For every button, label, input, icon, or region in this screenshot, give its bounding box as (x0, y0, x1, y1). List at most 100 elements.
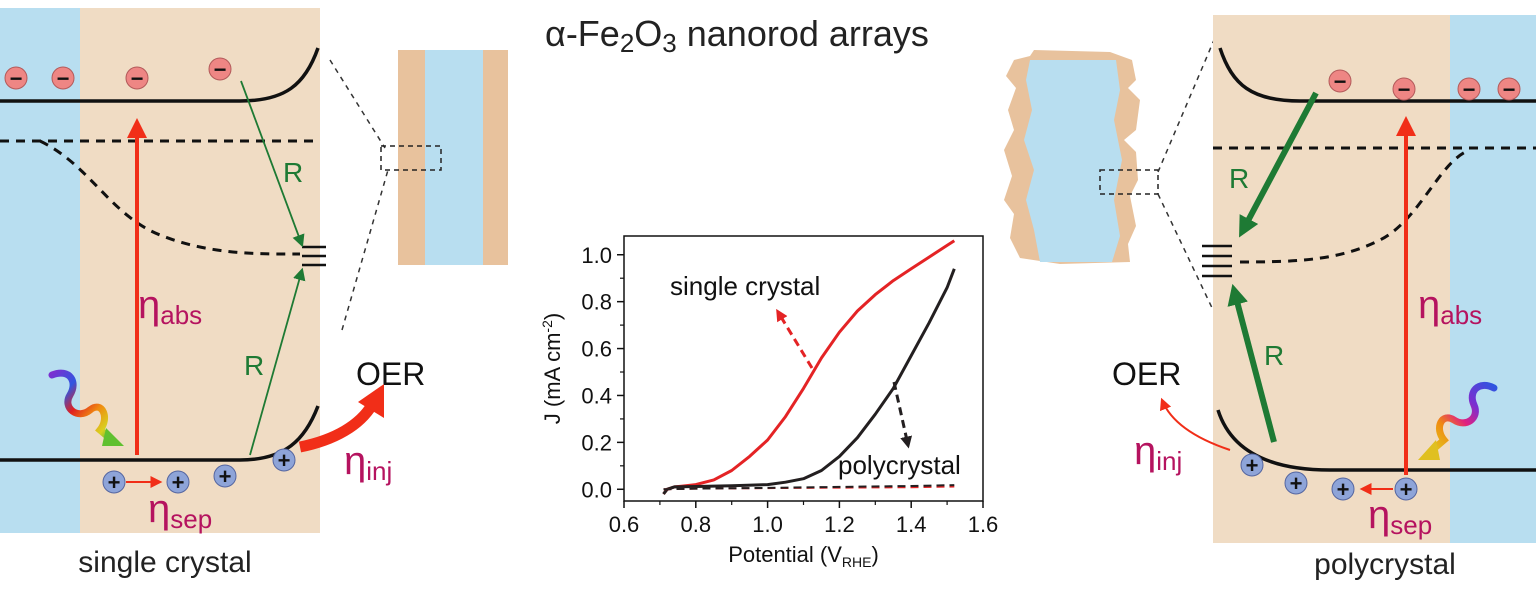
right-eta-sep: ηsep (1368, 493, 1432, 540)
svg-text:+: + (1337, 477, 1350, 502)
svg-text:+: + (219, 464, 232, 489)
left-zoom-lines (329, 59, 389, 331)
left-eta-abs: ηabs (138, 283, 202, 330)
annotation-polycrystal: polycrystal (838, 450, 961, 480)
y-tick-label: 0.6 (581, 337, 612, 362)
svg-text:−: − (1398, 77, 1411, 102)
left-electrolyte-region (0, 8, 80, 533)
svg-text:−: − (57, 66, 70, 91)
right-band-diagram: − − − − + + + + R R ηabs ηsep ηinj (1112, 15, 1536, 581)
left-recomb-label-upper: R (283, 157, 303, 188)
right-zoom-lines (1157, 39, 1215, 313)
svg-text:+: + (278, 448, 291, 473)
y-axis-ticks: 0.0 0.2 0.4 0.6 0.8 1.0 (581, 243, 624, 502)
x-axis-label: Potential (VRHE) (728, 542, 879, 570)
electron-icon (208, 57, 232, 81)
left-eta-sep: ηsep (148, 487, 212, 534)
left-conduction-band (0, 47, 320, 103)
annotation-arrow-poly (892, 381, 913, 449)
polycrystal-rod (1004, 50, 1159, 264)
x-axis-ticks: 0.6 0.8 1.0 1.2 1.4 1.6 (609, 501, 999, 537)
right-recomb-label-upper: R (1229, 163, 1249, 194)
svg-text:+: + (1400, 477, 1413, 502)
y-tick-label: 0.4 (581, 383, 612, 408)
right-electrons: − − − − (1328, 69, 1521, 102)
electron-icon (4, 66, 28, 90)
svg-text:−: − (1503, 77, 1516, 102)
hole-icon (1284, 471, 1308, 495)
right-recomb-arrow-upper (1239, 91, 1319, 238)
electron-icon (51, 66, 75, 90)
y-axis-label: J (mA cm-2) (539, 313, 565, 424)
hole-icon (1394, 477, 1418, 501)
svg-text:−: − (1334, 69, 1347, 94)
x-tick-label: 1.4 (896, 512, 927, 537)
svg-text:−: − (131, 66, 144, 91)
svg-text:+: + (1290, 471, 1303, 496)
y-tick-label: 0.0 (581, 477, 612, 502)
hole-icon (166, 470, 190, 494)
electron-icon (125, 66, 149, 90)
hole-icon (102, 470, 126, 494)
annotation-single-crystal: single crystal (670, 271, 820, 301)
hole-icon (213, 464, 237, 488)
single-crystal-rod (380, 50, 508, 265)
left-valence-band (0, 405, 320, 462)
electron-icon (1457, 77, 1481, 101)
left-electrons: − − − − (4, 57, 232, 91)
left-recomb-arrow-upper (240, 80, 305, 248)
light-wave-icon (48, 369, 116, 444)
y-tick-label: 0.8 (581, 290, 612, 315)
hole-icon (1240, 453, 1264, 477)
left-oer-label: OER (356, 356, 425, 392)
x-tick-label: 0.8 (681, 512, 712, 537)
light-wave-icon (1426, 381, 1498, 456)
zoom-box (380, 145, 442, 171)
right-holes: + + + + (1240, 453, 1418, 502)
x-tick-label: 1.2 (824, 512, 855, 537)
right-eta-inj: ηinj (1134, 429, 1182, 476)
left-holes: + + + + (102, 448, 296, 495)
svg-text:−: − (1463, 77, 1476, 102)
hole-icon (1331, 477, 1355, 501)
annotation-arrow-single (776, 308, 814, 369)
right-eta-abs: ηabs (1418, 283, 1482, 330)
left-recomb-label-lower: R (244, 350, 264, 381)
left-recomb-arrow-lower (249, 267, 306, 456)
electron-icon (1392, 77, 1416, 101)
x-tick-label: 1.0 (752, 512, 783, 537)
left-injection-arrow (298, 401, 377, 453)
figure-title: α-Fe2O3 nanorod arrays (545, 13, 929, 58)
svg-text:−: − (214, 57, 227, 82)
right-recomb-label-lower: R (1264, 340, 1284, 371)
hole-icon (272, 448, 296, 472)
svg-text:−: − (10, 66, 23, 91)
left-caption: single crystal (78, 546, 251, 579)
right-injection-arrow (1160, 397, 1231, 451)
left-eta-inj: ηinj (344, 439, 392, 486)
y-tick-label: 1.0 (581, 243, 612, 268)
left-trap-states (302, 245, 326, 267)
x-tick-label: 0.6 (609, 512, 640, 537)
right-trap-states (1202, 244, 1232, 278)
series-line-polycrystal (662, 268, 956, 495)
series-line-polycrystal-dark (663, 484, 955, 491)
right-oer-label: OER (1112, 356, 1181, 392)
right-caption: polycrystal (1314, 548, 1456, 581)
svg-text:+: + (172, 470, 185, 495)
svg-text:+: + (108, 470, 121, 495)
electron-icon (1328, 69, 1352, 93)
left-band-diagram: − − − − + + + + R R (0, 8, 425, 579)
zoom-box (1099, 169, 1159, 195)
right-recomb-arrow-lower (1227, 283, 1277, 443)
series-layer (662, 239, 956, 495)
svg-text:+: + (1246, 453, 1259, 478)
electron-icon (1497, 77, 1521, 101)
x-tick-label: 1.6 (968, 512, 999, 537)
right-band-bending-dashed (1239, 148, 1471, 264)
jv-chart: 0.6 0.8 1.0 1.2 1.4 1.6 0.0 0.2 0.4 0.6 0.8 1.0 Po… (539, 235, 999, 570)
y-tick-label: 0.2 (581, 430, 612, 455)
right-electrolyte-region (1450, 15, 1536, 543)
right-conduction-band (1218, 47, 1536, 103)
